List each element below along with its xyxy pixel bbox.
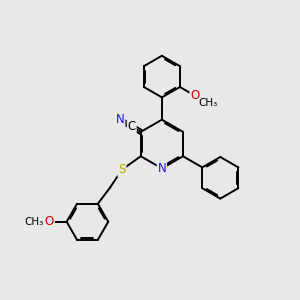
Text: CH₃: CH₃: [24, 217, 44, 227]
Text: CH₃: CH₃: [199, 98, 218, 108]
Text: O: O: [45, 215, 54, 228]
Text: O: O: [190, 89, 200, 102]
Text: N: N: [158, 162, 166, 175]
Text: S: S: [118, 163, 126, 176]
Text: C: C: [128, 120, 136, 133]
Text: N: N: [116, 113, 124, 127]
